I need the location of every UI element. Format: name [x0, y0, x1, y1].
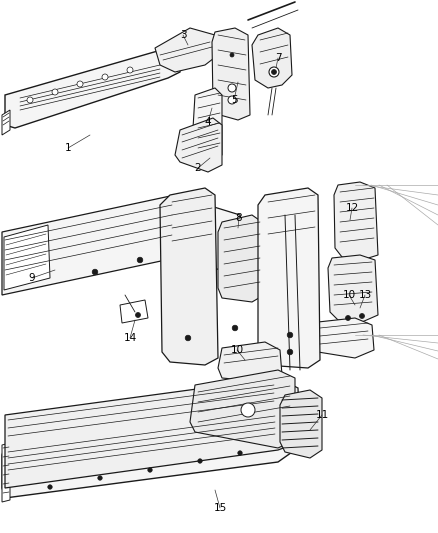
- Text: 8: 8: [236, 213, 242, 223]
- Text: 11: 11: [315, 410, 328, 420]
- Circle shape: [228, 96, 236, 104]
- Polygon shape: [2, 443, 10, 502]
- Circle shape: [287, 349, 293, 355]
- Polygon shape: [2, 408, 295, 498]
- Polygon shape: [155, 28, 218, 72]
- Polygon shape: [212, 28, 250, 120]
- Polygon shape: [192, 88, 222, 160]
- Circle shape: [269, 67, 279, 77]
- Circle shape: [346, 316, 350, 320]
- Polygon shape: [334, 182, 378, 260]
- Text: 9: 9: [28, 273, 35, 283]
- Polygon shape: [2, 195, 245, 295]
- Circle shape: [77, 81, 83, 87]
- Polygon shape: [314, 318, 374, 358]
- Circle shape: [228, 84, 236, 92]
- Text: 3: 3: [180, 30, 186, 40]
- Polygon shape: [218, 215, 264, 302]
- Circle shape: [127, 67, 133, 73]
- Circle shape: [287, 332, 293, 338]
- Circle shape: [230, 53, 234, 57]
- Text: 5: 5: [231, 95, 237, 105]
- Circle shape: [48, 485, 52, 489]
- Text: 10: 10: [343, 290, 356, 300]
- Polygon shape: [175, 118, 222, 172]
- Circle shape: [135, 312, 141, 318]
- Circle shape: [27, 97, 33, 103]
- Circle shape: [102, 74, 108, 80]
- Circle shape: [148, 468, 152, 472]
- Circle shape: [52, 89, 58, 95]
- Circle shape: [360, 313, 364, 319]
- Text: 4: 4: [205, 117, 211, 127]
- Polygon shape: [190, 370, 295, 448]
- Polygon shape: [2, 110, 10, 135]
- Polygon shape: [5, 378, 300, 488]
- Text: 10: 10: [230, 345, 244, 355]
- Text: 1: 1: [65, 143, 71, 153]
- Circle shape: [185, 335, 191, 341]
- Polygon shape: [120, 300, 148, 323]
- Polygon shape: [258, 188, 320, 368]
- Polygon shape: [160, 188, 218, 365]
- Text: 7: 7: [275, 53, 281, 63]
- Circle shape: [198, 459, 202, 463]
- Polygon shape: [252, 28, 292, 88]
- Polygon shape: [218, 342, 282, 382]
- Circle shape: [272, 69, 276, 75]
- Circle shape: [98, 476, 102, 480]
- Text: 12: 12: [346, 203, 359, 213]
- Circle shape: [137, 257, 143, 263]
- Text: 14: 14: [124, 333, 137, 343]
- Text: 2: 2: [194, 163, 201, 173]
- Polygon shape: [4, 225, 50, 290]
- Text: 13: 13: [358, 290, 371, 300]
- Circle shape: [241, 403, 255, 417]
- Circle shape: [238, 451, 242, 455]
- Polygon shape: [280, 390, 322, 458]
- Polygon shape: [328, 255, 378, 322]
- Polygon shape: [5, 48, 180, 128]
- Circle shape: [92, 269, 98, 275]
- Circle shape: [232, 325, 238, 331]
- Text: 15: 15: [213, 503, 226, 513]
